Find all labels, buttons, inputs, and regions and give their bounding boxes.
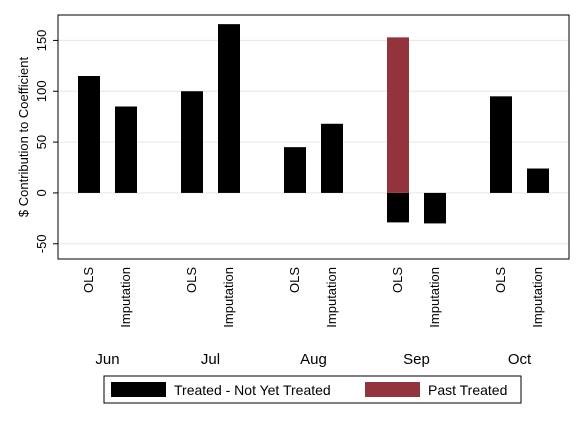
bar-sep-imputation-treated-not-yet-treated — [424, 192, 446, 224]
y-tick-label: 0 — [34, 189, 49, 196]
bar-label-ols: OLS — [287, 267, 302, 293]
bar-label-ols: OLS — [184, 267, 199, 293]
legend-label-treated-not-yet-treated: Treated - Not Yet Treated — [174, 382, 331, 398]
y-axis-label: $ Contribution to Coefficient — [16, 57, 31, 218]
bar-jun-ols-treated-not-yet-treated — [78, 76, 100, 193]
y-tick-label: 150 — [34, 30, 49, 52]
bar-label-imputation: Imputation — [324, 267, 339, 328]
bar-label-imputation: Imputation — [221, 267, 236, 328]
plot-frame — [57, 14, 570, 260]
y-axis: -50 0 50 100 150 — [34, 30, 58, 253]
bar-sep-ols-treated-not-yet-treated — [387, 192, 409, 223]
group-labels: Jun Jul Aug Sep Oct — [95, 351, 532, 368]
group-label-oct: Oct — [508, 351, 532, 368]
group-label-aug: Aug — [300, 351, 327, 368]
bar-label-ols: OLS — [81, 267, 96, 293]
bar-sep-ols-past-treated — [387, 37, 409, 193]
bar-label-imputation: Imputation — [530, 267, 545, 328]
gridlines — [58, 39, 569, 245]
y-tick-label: -50 — [34, 234, 49, 253]
bar-oct-imputation-treated-not-yet-treated — [527, 168, 549, 193]
group-label-sep: Sep — [403, 351, 430, 368]
bar-jul-ols-treated-not-yet-treated — [181, 91, 203, 193]
bar-aug-ols-treated-not-yet-treated — [284, 147, 306, 193]
bar-label-imputation: Imputation — [427, 267, 442, 328]
y-tick-label: 100 — [34, 80, 49, 102]
bar-oct-ols-treated-not-yet-treated — [490, 96, 512, 193]
bar-jul-imputation-treated-not-yet-treated — [218, 24, 240, 193]
legend-swatch-treated-not-yet-treated — [111, 382, 166, 397]
bar-label-imputation: Imputation — [118, 267, 133, 328]
legend-label-past-treated: Past Treated — [428, 382, 507, 398]
legend-swatch-past-treated — [365, 382, 420, 397]
legend: Treated - Not Yet Treated Past Treated — [103, 375, 522, 404]
bar-label-ols: OLS — [493, 267, 508, 293]
bar-jun-imputation-treated-not-yet-treated — [115, 106, 137, 193]
legend-frame — [103, 375, 522, 404]
bar-labels: OLS Imputation OLS Imputation OLS Imputation O… — [81, 267, 545, 328]
bar-label-ols: OLS — [390, 267, 405, 293]
group-label-jul: Jul — [201, 351, 220, 368]
bars — [78, 24, 549, 224]
y-tick-label: 50 — [34, 135, 49, 149]
bar-aug-imputation-treated-not-yet-treated — [321, 123, 343, 193]
group-label-jun: Jun — [95, 351, 119, 368]
